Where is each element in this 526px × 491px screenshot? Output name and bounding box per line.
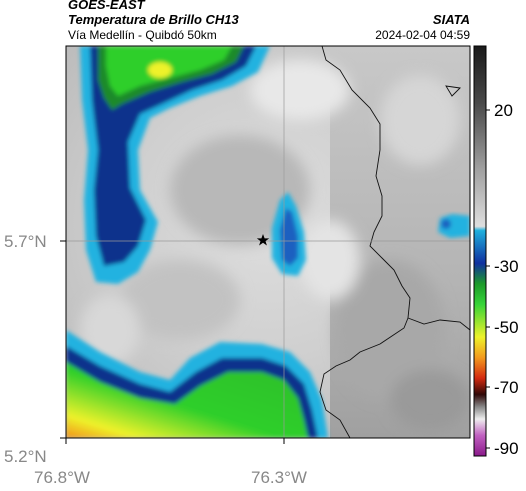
product-title: Temperatura de Brillo CH13 <box>68 12 239 27</box>
colorbar-tick-label: -30 <box>494 257 519 276</box>
star-marker-icon <box>256 234 270 246</box>
colorbar-tick-label: 20 <box>494 101 513 120</box>
map-gridlines <box>66 46 470 438</box>
colorbar-tick-label: -70 <box>494 378 519 397</box>
colorbar-labels: 20 -30 -50 -70 -90 <box>494 101 519 458</box>
axis-labels: 5.7°N 5.2°N 76.8°W 76.3°W <box>4 232 307 487</box>
location-subtitle: Vía Medellín - Quibdó 50km <box>68 28 217 42</box>
lat-tick-label: 5.2°N <box>4 447 47 466</box>
colorbar-tick-label: -90 <box>494 439 519 458</box>
brightness-temperature-field <box>66 46 470 438</box>
satellite-title: GOES-EAST <box>68 0 145 12</box>
organization-label: SIATA <box>432 12 470 27</box>
axis-ticks <box>60 240 285 444</box>
lon-tick-label: 76.8°W <box>34 468 90 487</box>
lat-tick-label: 5.7°N <box>4 232 47 251</box>
map-frame <box>65 45 471 439</box>
timestamp-label: 2024-02-04 04:59 <box>375 28 470 42</box>
lon-tick-label: 76.3°W <box>251 468 307 487</box>
country-border-lines <box>319 46 470 438</box>
colorbar-tick-label: -50 <box>494 318 519 337</box>
colorbar <box>473 45 487 457</box>
colorbar-ticks <box>486 109 490 449</box>
